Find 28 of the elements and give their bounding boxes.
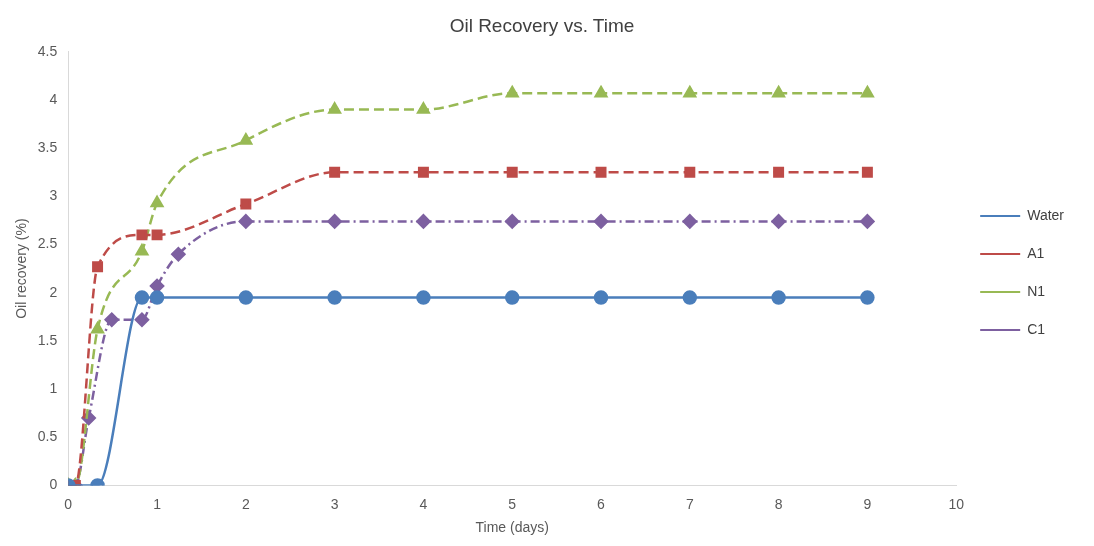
x-tick-label: 5 [508,495,517,512]
x-tick-label: 4 [419,495,428,512]
x-tick-label: 6 [597,495,606,512]
x-axis-title: Time (days) [475,519,549,536]
x-tick-label: 1 [153,495,162,512]
y-tick-label: 3 [49,187,58,204]
y-tick-label: 2.5 [37,235,58,252]
y-tick-label: 3.5 [37,139,58,156]
y-tick-label: 4.5 [37,42,58,59]
y-tick-label: 4 [49,90,58,107]
legend-label: Water [1027,206,1065,223]
x-tick-label: 0 [64,495,73,512]
y-axis-title: Oil recovery (%) [13,218,30,319]
x-tick-label: 9 [863,495,872,512]
legend-label: N1 [1027,282,1046,299]
y-tick-label: 1.5 [37,331,58,348]
chart-title: Oil Recovery vs. Time [449,14,635,36]
legend-label: C1 [1027,320,1046,337]
y-tick-label: 2 [49,283,58,300]
x-tick-label: 2 [241,495,250,512]
x-tick-label: 8 [774,495,783,512]
x-tick-label: 3 [330,495,339,512]
y-tick-label: 1 [49,379,58,396]
y-tick-label: 0 [49,476,58,493]
legend-label: A1 [1027,244,1045,261]
x-tick-label: 7 [685,495,694,512]
y-tick-label: 0.5 [37,428,58,445]
x-tick-label: 10 [948,495,965,512]
